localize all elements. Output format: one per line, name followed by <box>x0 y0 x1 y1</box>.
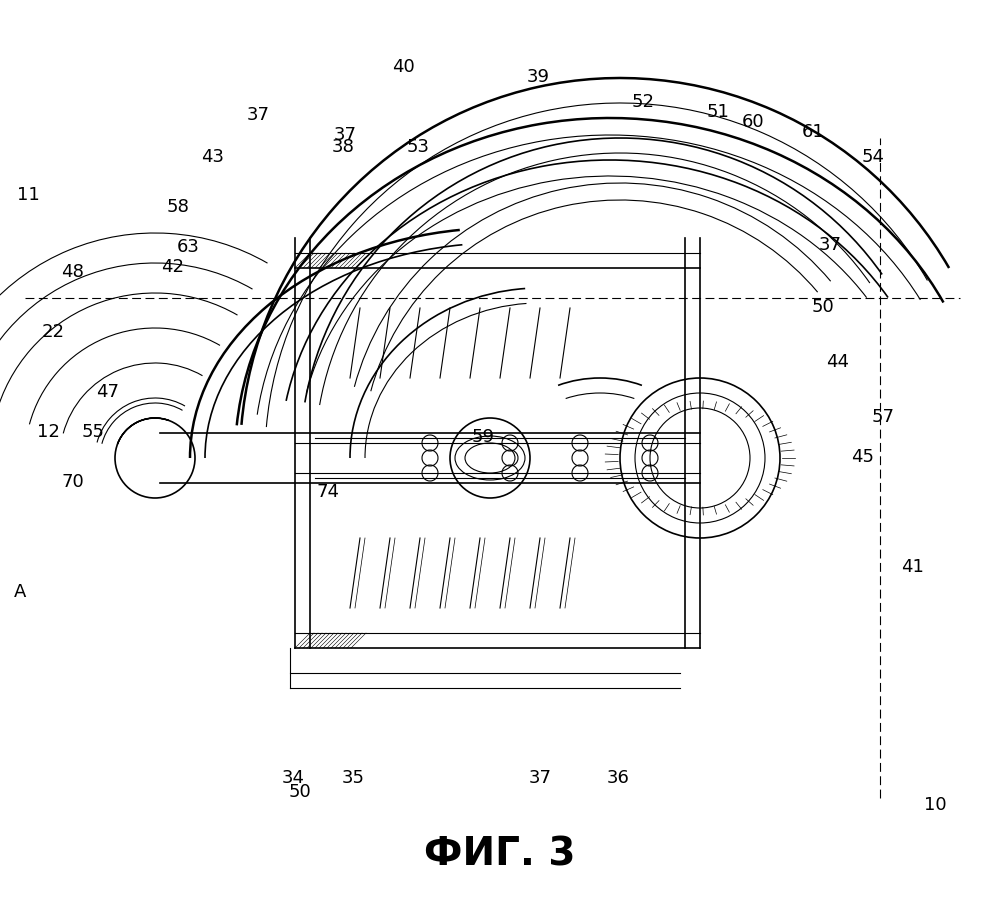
Text: ФИГ. 3: ФИГ. 3 <box>424 836 576 874</box>
Text: 57: 57 <box>872 408 895 426</box>
Text: 39: 39 <box>526 68 550 86</box>
Text: 22: 22 <box>42 323 64 341</box>
Text: 74: 74 <box>316 483 340 501</box>
Text: 37: 37 <box>528 769 552 787</box>
Text: 48: 48 <box>62 263 84 281</box>
Text: 37: 37 <box>334 126 356 144</box>
Text: 45: 45 <box>852 448 874 466</box>
Text: 11: 11 <box>17 186 39 204</box>
Text: 53: 53 <box>406 138 430 156</box>
Text: 40: 40 <box>392 58 414 76</box>
Text: 42: 42 <box>162 258 184 276</box>
Text: 37: 37 <box>818 236 842 254</box>
Text: 70: 70 <box>62 473 84 491</box>
Text: 47: 47 <box>96 383 120 401</box>
Text: 35: 35 <box>342 769 364 787</box>
Text: 43: 43 <box>202 148 224 166</box>
Text: 61: 61 <box>802 123 824 141</box>
Text: 41: 41 <box>902 558 924 576</box>
Text: 12: 12 <box>37 423 59 441</box>
Text: 38: 38 <box>332 138 354 156</box>
Text: 44: 44 <box>826 353 850 371</box>
Text: 50: 50 <box>289 783 311 801</box>
Text: 63: 63 <box>177 238 199 256</box>
Text: 58: 58 <box>167 198 189 216</box>
Text: 52: 52 <box>632 93 654 111</box>
Text: 36: 36 <box>607 769 629 787</box>
Text: 60: 60 <box>742 113 764 131</box>
Text: 59: 59 <box>472 428 494 446</box>
Text: 54: 54 <box>862 148 885 166</box>
Text: A: A <box>14 583 26 601</box>
Text: 51: 51 <box>707 103 729 121</box>
Text: 50: 50 <box>812 298 834 316</box>
Text: 10: 10 <box>924 796 946 814</box>
Text: 55: 55 <box>82 423 104 441</box>
Text: 37: 37 <box>246 106 270 124</box>
Text: 34: 34 <box>282 769 304 787</box>
